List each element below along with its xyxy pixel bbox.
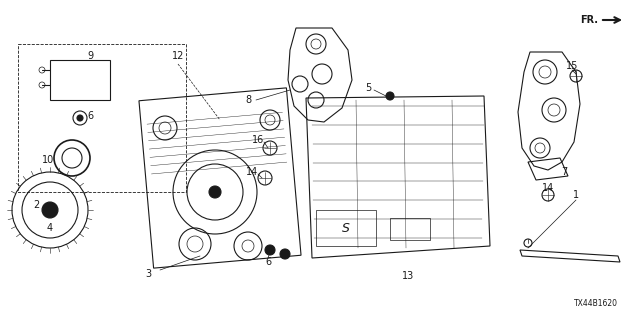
Text: 14: 14 <box>542 183 554 193</box>
Text: 16: 16 <box>252 135 264 145</box>
Text: 2: 2 <box>33 200 39 210</box>
Bar <box>390 218 430 240</box>
Circle shape <box>386 92 394 100</box>
Text: FR.: FR. <box>580 15 598 25</box>
Text: 8: 8 <box>245 95 251 105</box>
Text: S: S <box>342 221 350 235</box>
Text: 12: 12 <box>172 51 184 61</box>
Text: 3: 3 <box>145 269 151 279</box>
Circle shape <box>77 115 83 121</box>
Text: 9: 9 <box>87 51 93 61</box>
Text: 6: 6 <box>265 257 271 267</box>
Text: 13: 13 <box>402 271 414 281</box>
Circle shape <box>265 245 275 255</box>
Text: 5: 5 <box>365 83 371 93</box>
Text: 1: 1 <box>573 190 579 200</box>
Circle shape <box>209 186 221 198</box>
Text: 6: 6 <box>87 111 93 121</box>
Text: 7: 7 <box>561 167 567 177</box>
Text: 14: 14 <box>246 167 258 177</box>
Text: TX44B1620: TX44B1620 <box>574 299 618 308</box>
Text: 4: 4 <box>47 223 53 233</box>
Text: 10: 10 <box>42 155 54 165</box>
Bar <box>316 210 376 246</box>
Text: 15: 15 <box>566 61 578 71</box>
Circle shape <box>42 202 58 218</box>
Circle shape <box>280 249 290 259</box>
